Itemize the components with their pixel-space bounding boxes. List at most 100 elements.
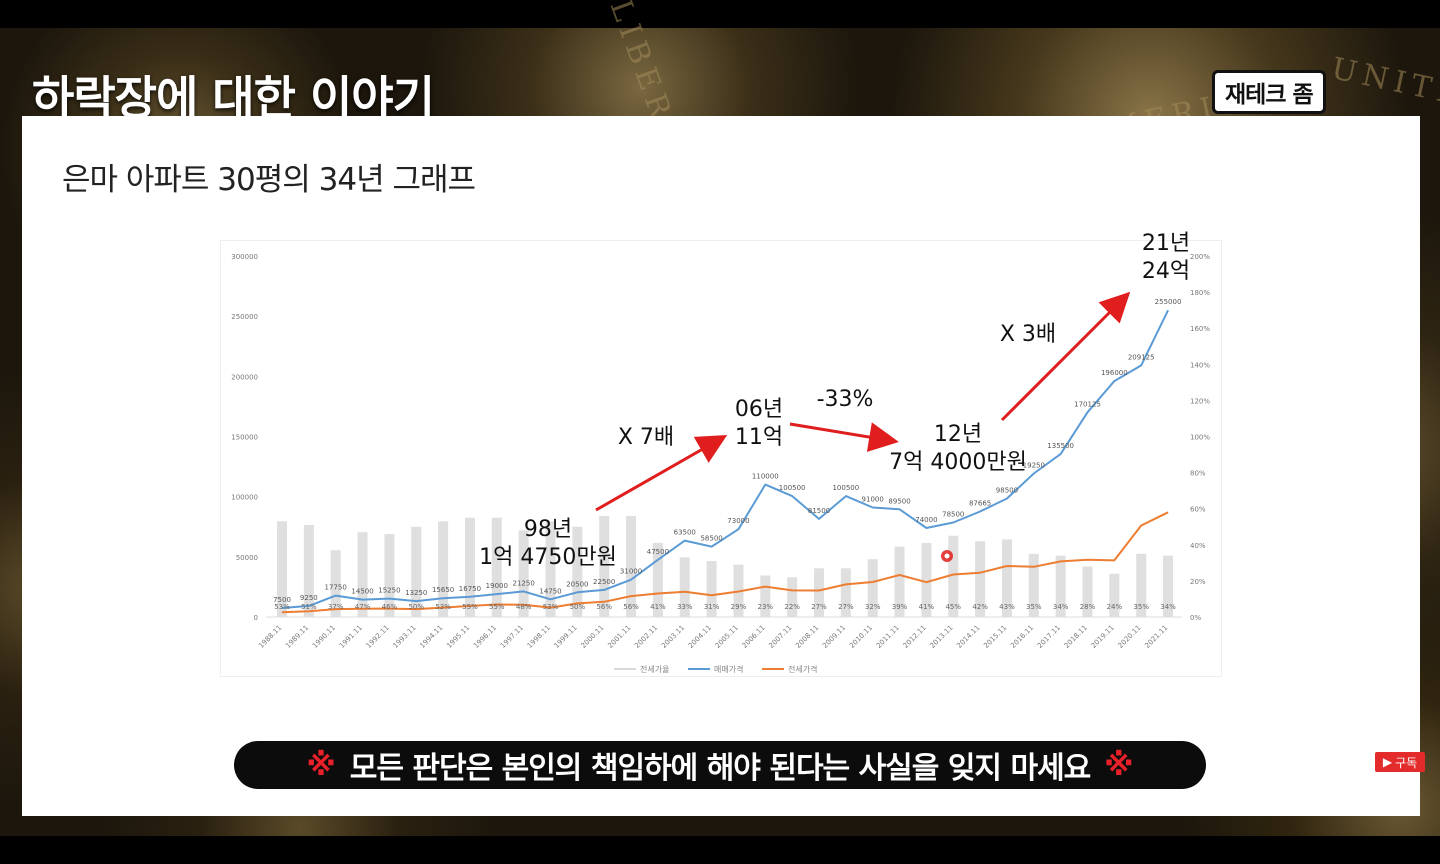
chart-annotation: 21년: [1142, 231, 1190, 256]
chart-annotation: X 3배: [1000, 322, 1056, 347]
ratio-label: 35%: [1133, 603, 1149, 611]
chart-annotation: 12년: [934, 422, 982, 447]
sale-price-label: 20500: [566, 580, 588, 588]
x-axis-tick: 2006.11: [741, 624, 767, 650]
subscribe-button[interactable]: ▶ 구독: [1375, 752, 1425, 772]
sale-price-label: 196000: [1101, 369, 1128, 377]
ratio-label: 41%: [650, 603, 666, 611]
right-axis-tick: 120%: [1190, 397, 1210, 405]
chart-annotation: 1억 4750만원: [479, 545, 617, 570]
sale-price-label: 19000: [486, 582, 508, 590]
chart-annotation: 98년: [524, 517, 572, 542]
x-axis-tick: 2004.11: [687, 624, 713, 650]
x-axis-tick: 2009.11: [821, 624, 847, 650]
ratio-label: 24%: [1107, 603, 1123, 611]
x-axis-tick: 2017.11: [1036, 624, 1062, 650]
ratio-bar: [411, 526, 422, 617]
x-axis-tick: 2005.11: [714, 624, 740, 650]
x-axis-tick: 2016.11: [1009, 624, 1035, 650]
x-axis-tick: 2019.11: [1090, 624, 1116, 650]
legend-label: 매매가격: [714, 664, 743, 674]
ratio-bar: [303, 524, 314, 617]
ratio-bar: [1001, 539, 1012, 617]
ratio-label: 39%: [892, 603, 908, 611]
sale-price-label: 78500: [942, 511, 964, 519]
right-axis-tick: 0%: [1190, 614, 1201, 622]
sale-price-label: 15650: [432, 586, 454, 594]
subscribe-label: 구독: [1395, 755, 1418, 770]
cursor-pointer-dot: [944, 553, 950, 559]
chart-annotation: 24억: [1142, 259, 1190, 284]
legend-label: 전세가격: [788, 664, 817, 674]
sale-price-line: [281, 309, 1169, 609]
x-axis-tick: 2007.11: [767, 624, 793, 650]
right-axis-tick: 20%: [1190, 578, 1206, 586]
sale-price-label: 17750: [325, 584, 347, 592]
sale-price-label: 74000: [915, 516, 937, 524]
ratio-bar: [867, 559, 878, 617]
right-axis-tick: 180%: [1190, 289, 1210, 297]
right-axis-tick: 80%: [1190, 470, 1206, 478]
ratio-bar: [464, 517, 475, 617]
left-axis-tick: 150000: [231, 434, 258, 442]
left-axis-tick: 300000: [231, 253, 258, 261]
slide-title: 은마 아파트 30평의 34년 그래프: [62, 162, 476, 198]
trend-arrow: [595, 435, 728, 512]
ratio-bar: [545, 521, 556, 617]
legend-label: 전세가율: [640, 664, 669, 674]
ratio-label: 53%: [543, 603, 559, 611]
ratio-label: 53%: [435, 603, 451, 611]
ratio-bar: [948, 535, 959, 617]
x-axis-tick: 2010.11: [848, 624, 874, 650]
sale-price-label: 87665: [969, 500, 991, 508]
ratio-label: 34%: [1160, 603, 1176, 611]
ratio-label: 34%: [1053, 603, 1069, 611]
sale-price-label: 14500: [351, 588, 373, 596]
ratio-bar: [787, 577, 798, 617]
x-axis-tick: 1989.11: [284, 624, 310, 650]
ratio-bar: [1055, 555, 1066, 617]
x-axis-tick: 1988.11: [257, 624, 283, 650]
sale-price-label: 14750: [539, 587, 561, 595]
warning-mark-left: ※: [306, 747, 336, 783]
sale-price-label: 31000: [620, 568, 642, 576]
sale-price-label: 15250: [378, 587, 400, 595]
x-axis-tick: 2011.11: [875, 624, 901, 650]
x-axis-tick: 2008.11: [794, 624, 820, 650]
left-axis-tick: 50000: [236, 554, 258, 562]
x-axis-tick: 1994.11: [418, 624, 444, 650]
ratio-label: 53%: [274, 603, 290, 611]
ratio-label: 41%: [919, 603, 935, 611]
left-axis-tick: 100000: [231, 494, 258, 502]
x-axis-tick: 1990.11: [311, 624, 337, 650]
ratio-bar: [357, 532, 368, 617]
sale-price-label: 170125: [1074, 400, 1101, 408]
x-axis-tick: 1995.11: [445, 624, 471, 650]
ratio-bar: [1163, 555, 1174, 617]
x-axis-tick: 2000.11: [579, 624, 605, 650]
ratio-label: 55%: [489, 603, 505, 611]
ratio-label: 51%: [301, 603, 317, 611]
ratio-label: 23%: [758, 603, 774, 611]
ratio-bar: [1082, 566, 1093, 617]
right-axis-tick: 140%: [1190, 361, 1210, 369]
sale-price-label: 98500: [996, 486, 1018, 494]
sale-price-label: 100500: [779, 484, 806, 492]
ratio-bar: [975, 541, 986, 617]
ratio-label: 35%: [1026, 603, 1042, 611]
ratio-label: 42%: [972, 603, 988, 611]
ratio-bar: [894, 546, 905, 617]
jeonse-price-line: [281, 511, 1169, 614]
x-axis-tick: 2013.11: [929, 624, 955, 650]
ratio-label: 33%: [677, 603, 693, 611]
sale-price-label: 63500: [674, 529, 696, 537]
ratio-label: 29%: [731, 603, 747, 611]
sale-price-label: 13250: [405, 589, 427, 597]
sale-price-label: 135500: [1047, 442, 1074, 450]
disclaimer-text: 모든 판단은 본인의 책임하에 해야 된다는 사실을 잊지 마세요: [349, 751, 1092, 786]
left-axis-tick: 250000: [231, 313, 258, 321]
ratio-bar: [1028, 553, 1039, 617]
warning-mark-right: ※: [1104, 747, 1134, 783]
ratio-bar: [760, 575, 771, 617]
ratio-bar: [599, 515, 610, 617]
